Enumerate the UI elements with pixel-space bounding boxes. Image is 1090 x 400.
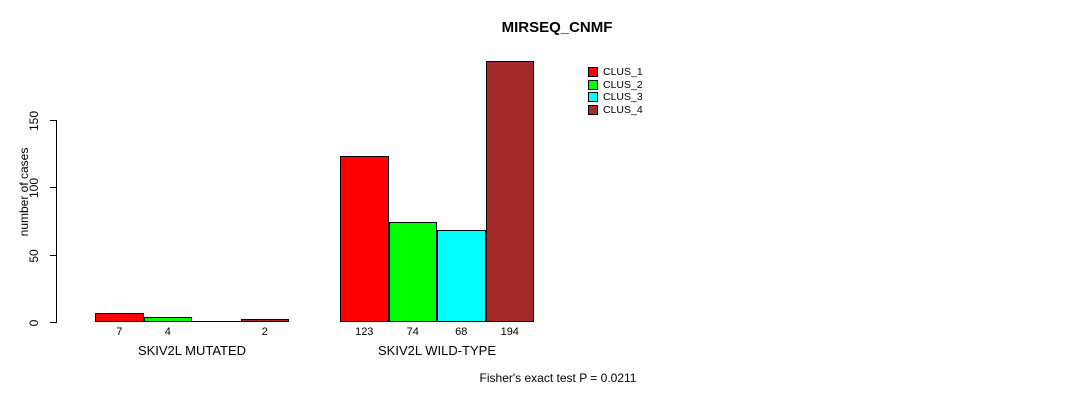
annotation-text: Fisher's exact test P = 0.0211 [479,371,637,385]
legend: CLUS_1 CLUS_2 CLUS_3 CLUS_4 [588,66,643,116]
legend-row-clus_4: CLUS_4 [588,104,643,117]
bar-clus_4-group-1 [485,61,534,322]
bar-clus_1-group-1 [340,156,389,322]
bar-value-label: 123 [355,326,374,338]
legend-swatch-icon [588,92,598,103]
y-tick-mark [50,120,57,121]
y-tick-mark [50,255,57,256]
y-tick-mark [50,322,57,323]
legend-swatch-icon [588,104,598,115]
bar-clus_3-group-0 [192,321,241,322]
bar-clus_1-group-0 [95,313,144,322]
y-tick-label: 150 [27,110,41,131]
legend-row-clus_2: CLUS_2 [588,79,643,92]
bar-value-label: 2 [261,326,268,338]
y-tick-label: 50 [27,248,41,263]
legend-label: CLUS_3 [603,91,643,104]
bar-clus_2-group-1 [388,222,437,322]
group-label-1: SKIV2L WILD-TYPE [378,343,496,358]
bar-value-label: 74 [406,326,419,338]
y-tick-label: 100 [27,177,41,198]
bar-value-label: 7 [116,326,123,338]
y-tick-label: 0 [27,319,41,326]
legend-label: CLUS_1 [603,66,643,79]
bar-clus_3-group-1 [437,230,486,322]
bar-value-label: 68 [455,326,468,338]
legend-row-clus_1: CLUS_1 [588,66,643,79]
legend-row-clus_3: CLUS_3 [588,91,643,104]
bar-clus_2-group-0 [143,317,192,322]
y-axis-line [56,120,57,323]
y-tick-mark [50,187,57,188]
group-label-0: SKIV2L MUTATED [137,343,247,358]
legend-label: CLUS_2 [603,78,643,91]
chart-title: MIRSEQ_CNMF [501,19,613,36]
legend-swatch-icon [588,67,598,78]
bar-clus_4-group-0 [240,319,289,322]
bar-value-label: 194 [500,326,519,338]
bar-value-label: 4 [164,326,171,338]
legend-swatch-icon [588,79,598,90]
legend-label: CLUS_4 [603,103,643,116]
